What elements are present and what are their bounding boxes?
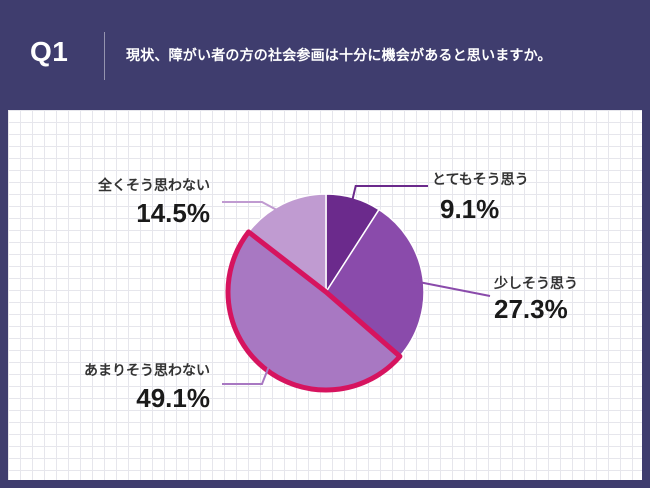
slice-label-amari: あまりそう思わない [84,363,210,379]
header-bar: Q1 現状、障がい者の方の社会参画は十分に機会があると思いますか。 [0,0,650,106]
chart-panel: とてもそう思う 9.1% 少しそう思う 27.3% あまりそう思わない 49.1… [8,110,642,480]
slice-value-mattaku: 14.5% [136,198,210,228]
leader-line-totemo [348,185,428,212]
leader-line-sukoshi [408,279,491,297]
leader-line-mattaku [222,201,290,218]
slice-label-totemo: とてもそう思う [432,172,529,188]
pie-slice-sukoshi [325,208,425,358]
slice-value-amari: 49.1% [136,383,210,413]
slice-label-mattaku: 全くそう思わない [97,177,210,194]
slice-label-sukoshi: 少しそう思う [493,275,578,292]
leader-line-amari [222,356,274,385]
pie-slice-mattaku [247,193,327,294]
header-divider [104,32,105,80]
highlight-outline [225,229,403,393]
question-number: Q1 [30,36,69,67]
slice-value-totemo: 9.1% [440,194,499,224]
question-text: 現状、障がい者の方の社会参画は十分に機会があると思いますか。 [126,48,552,64]
pie-chart: とてもそう思う 9.1% 少しそう思う 27.3% あまりそう思わない 49.1… [84,172,578,413]
slice-value-sukoshi: 27.3% [494,294,568,324]
